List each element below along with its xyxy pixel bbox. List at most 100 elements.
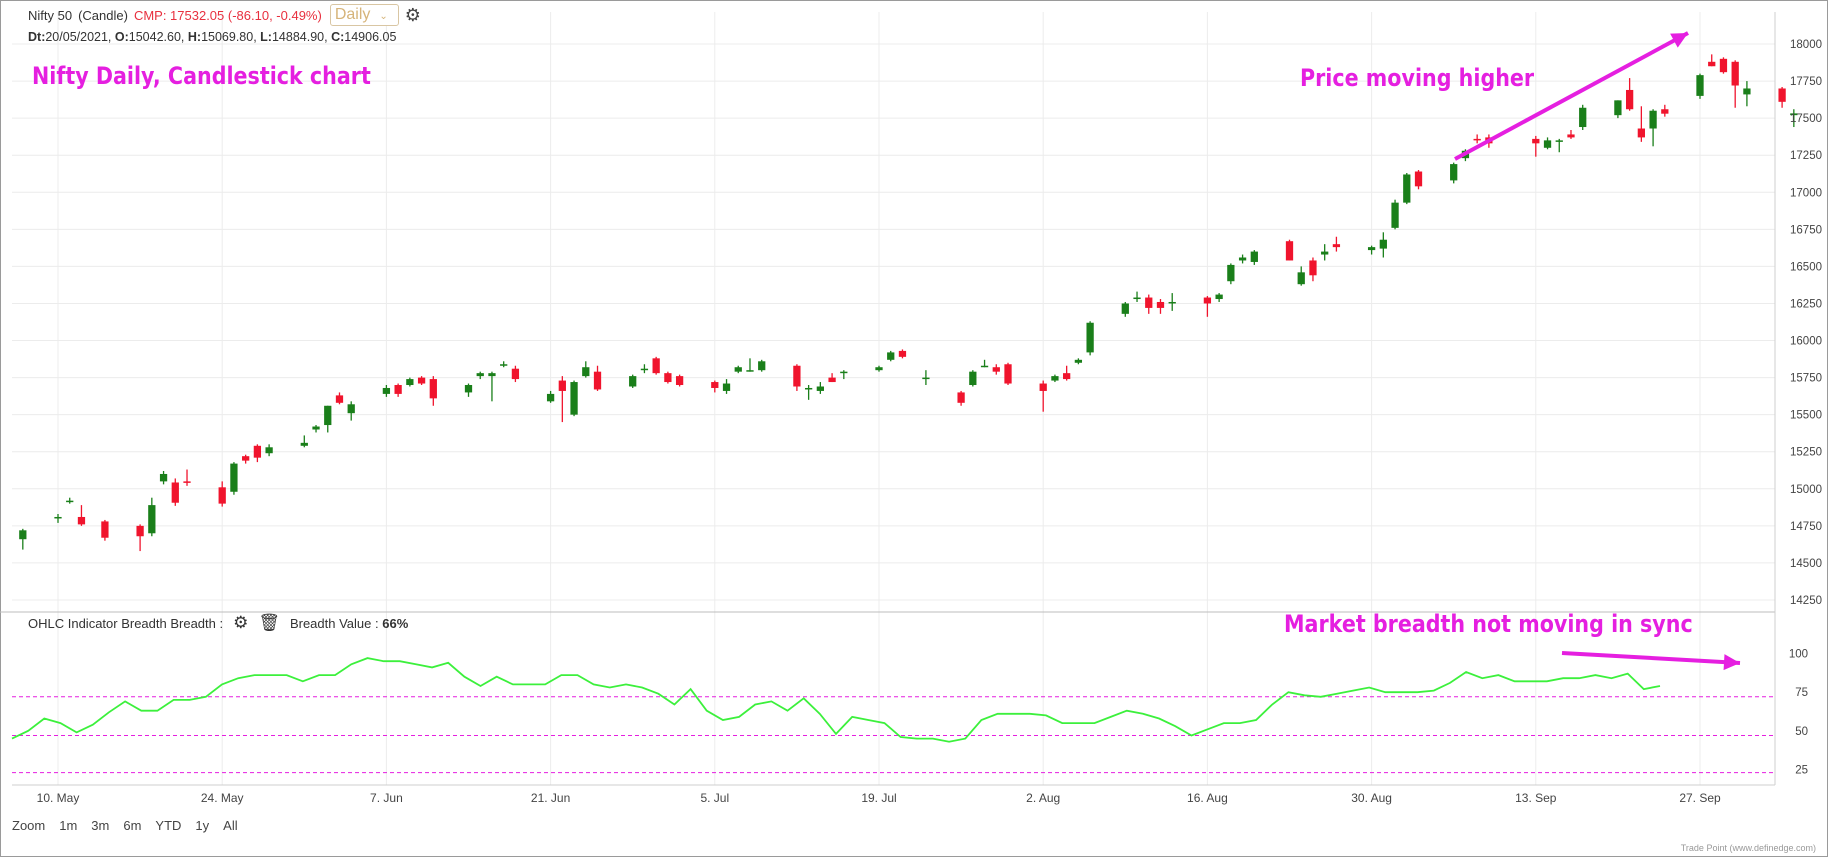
zoom-1m-button[interactable]: 1m — [59, 818, 78, 833]
candle-body — [969, 371, 977, 386]
gear-icon[interactable]: ⚙ — [404, 4, 421, 25]
candle-body — [722, 383, 731, 391]
x-tick-label: 13. Sep — [1515, 791, 1557, 805]
candle-body — [242, 456, 250, 461]
zoom-all-button[interactable]: All — [223, 818, 238, 833]
timeframe-select[interactable]: Daily ⌄ — [329, 4, 399, 26]
candle — [1543, 137, 1552, 150]
candle-body — [335, 395, 344, 403]
candle-body — [265, 447, 273, 454]
breadth-tick-label: 75 — [1795, 687, 1808, 699]
candle-body — [875, 367, 883, 371]
gear-icon[interactable]: ⚙ — [233, 613, 249, 632]
price-tick-label: 15500 — [1790, 410, 1822, 422]
zoom-6m-button[interactable]: 6m — [123, 818, 142, 833]
candle — [1309, 257, 1317, 282]
candle — [675, 374, 684, 387]
breadth-tick-label: 100 — [1789, 648, 1808, 660]
candle-body — [1414, 171, 1423, 187]
price-tick-label: 16750 — [1790, 224, 1822, 236]
candle — [1614, 100, 1622, 119]
candle — [66, 497, 74, 504]
zoom-ytd-button[interactable]: YTD — [155, 818, 182, 833]
candle — [828, 373, 836, 383]
low-label: L: — [260, 30, 272, 44]
price-annotation: Price moving higher — [1300, 64, 1535, 92]
candle — [957, 390, 965, 406]
x-tick-label: 2. Aug — [1026, 791, 1060, 805]
candle-body — [1250, 251, 1258, 262]
candle-body — [546, 393, 555, 402]
date-label: Dt: — [28, 30, 46, 44]
candle — [265, 444, 273, 457]
candle-body — [980, 365, 989, 368]
candle-body — [992, 367, 1000, 372]
candle — [335, 392, 344, 405]
zoom-3m-button[interactable]: 3m — [91, 818, 110, 833]
candle — [1051, 374, 1059, 383]
candle-body — [1708, 61, 1716, 67]
annotation-arrows — [1454, 31, 1741, 671]
candle-body — [77, 516, 86, 525]
candle — [804, 385, 813, 400]
candle-body — [793, 365, 801, 387]
candle — [1790, 109, 1798, 128]
high-value: 15069.80 — [201, 30, 254, 44]
chart-header: Nifty 50 (Candle) CMP: 17532.05 (-86.10,… — [28, 4, 427, 26]
x-tick-label: 10. May — [37, 791, 80, 805]
x-tick-label: 24. May — [201, 791, 244, 805]
candle — [1649, 109, 1657, 147]
close-label: C: — [331, 30, 345, 44]
candle-body — [1403, 174, 1411, 203]
candle — [1625, 78, 1634, 111]
zoom-1y-button[interactable]: 1y — [195, 818, 210, 833]
candle — [464, 383, 473, 397]
candle-body — [922, 377, 930, 380]
candle-body — [1379, 239, 1387, 249]
trash-icon[interactable]: 🗑 — [258, 613, 280, 632]
candle — [136, 524, 144, 552]
price-tick-label: 16250 — [1790, 298, 1822, 310]
ohlc-readout: Dt:20/05/2021, O:15042.60, H:15069.80, L… — [28, 30, 397, 44]
candle-body — [101, 521, 109, 538]
candle — [1168, 293, 1176, 311]
candle — [887, 350, 895, 362]
price-tick-label: 15750 — [1790, 373, 1822, 385]
price-tick-label: 15250 — [1790, 447, 1822, 459]
candle — [1579, 104, 1587, 130]
candle-body — [394, 385, 402, 394]
candle-body — [1532, 138, 1540, 144]
candle — [793, 364, 801, 391]
candle-body — [1614, 100, 1622, 116]
candle-body — [1778, 88, 1786, 102]
candle-body — [347, 404, 355, 414]
candle-body — [840, 371, 848, 374]
candle — [1778, 86, 1786, 108]
candle — [875, 365, 883, 372]
candle — [488, 371, 496, 402]
candle-body — [1238, 257, 1247, 261]
candle — [1227, 263, 1235, 285]
candle — [1063, 365, 1071, 381]
candle — [394, 383, 402, 397]
candle — [1321, 244, 1329, 261]
candle-body — [758, 361, 766, 371]
candle-body — [1332, 244, 1341, 248]
candle-body — [1203, 297, 1212, 304]
candle — [101, 519, 109, 541]
candle — [1332, 236, 1341, 252]
candle — [629, 374, 637, 388]
candle — [734, 365, 742, 374]
candle-body — [652, 358, 660, 374]
candle — [54, 514, 62, 523]
candle — [1450, 162, 1458, 184]
chart-type-label: (Candle) — [78, 7, 128, 23]
candle-body — [1121, 303, 1129, 314]
zoom-label: Zoom — [12, 818, 46, 833]
candle-body — [476, 373, 484, 377]
candle-body — [887, 352, 895, 360]
candle — [711, 380, 719, 393]
candle — [511, 365, 520, 383]
breadth-line — [11, 657, 1661, 743]
